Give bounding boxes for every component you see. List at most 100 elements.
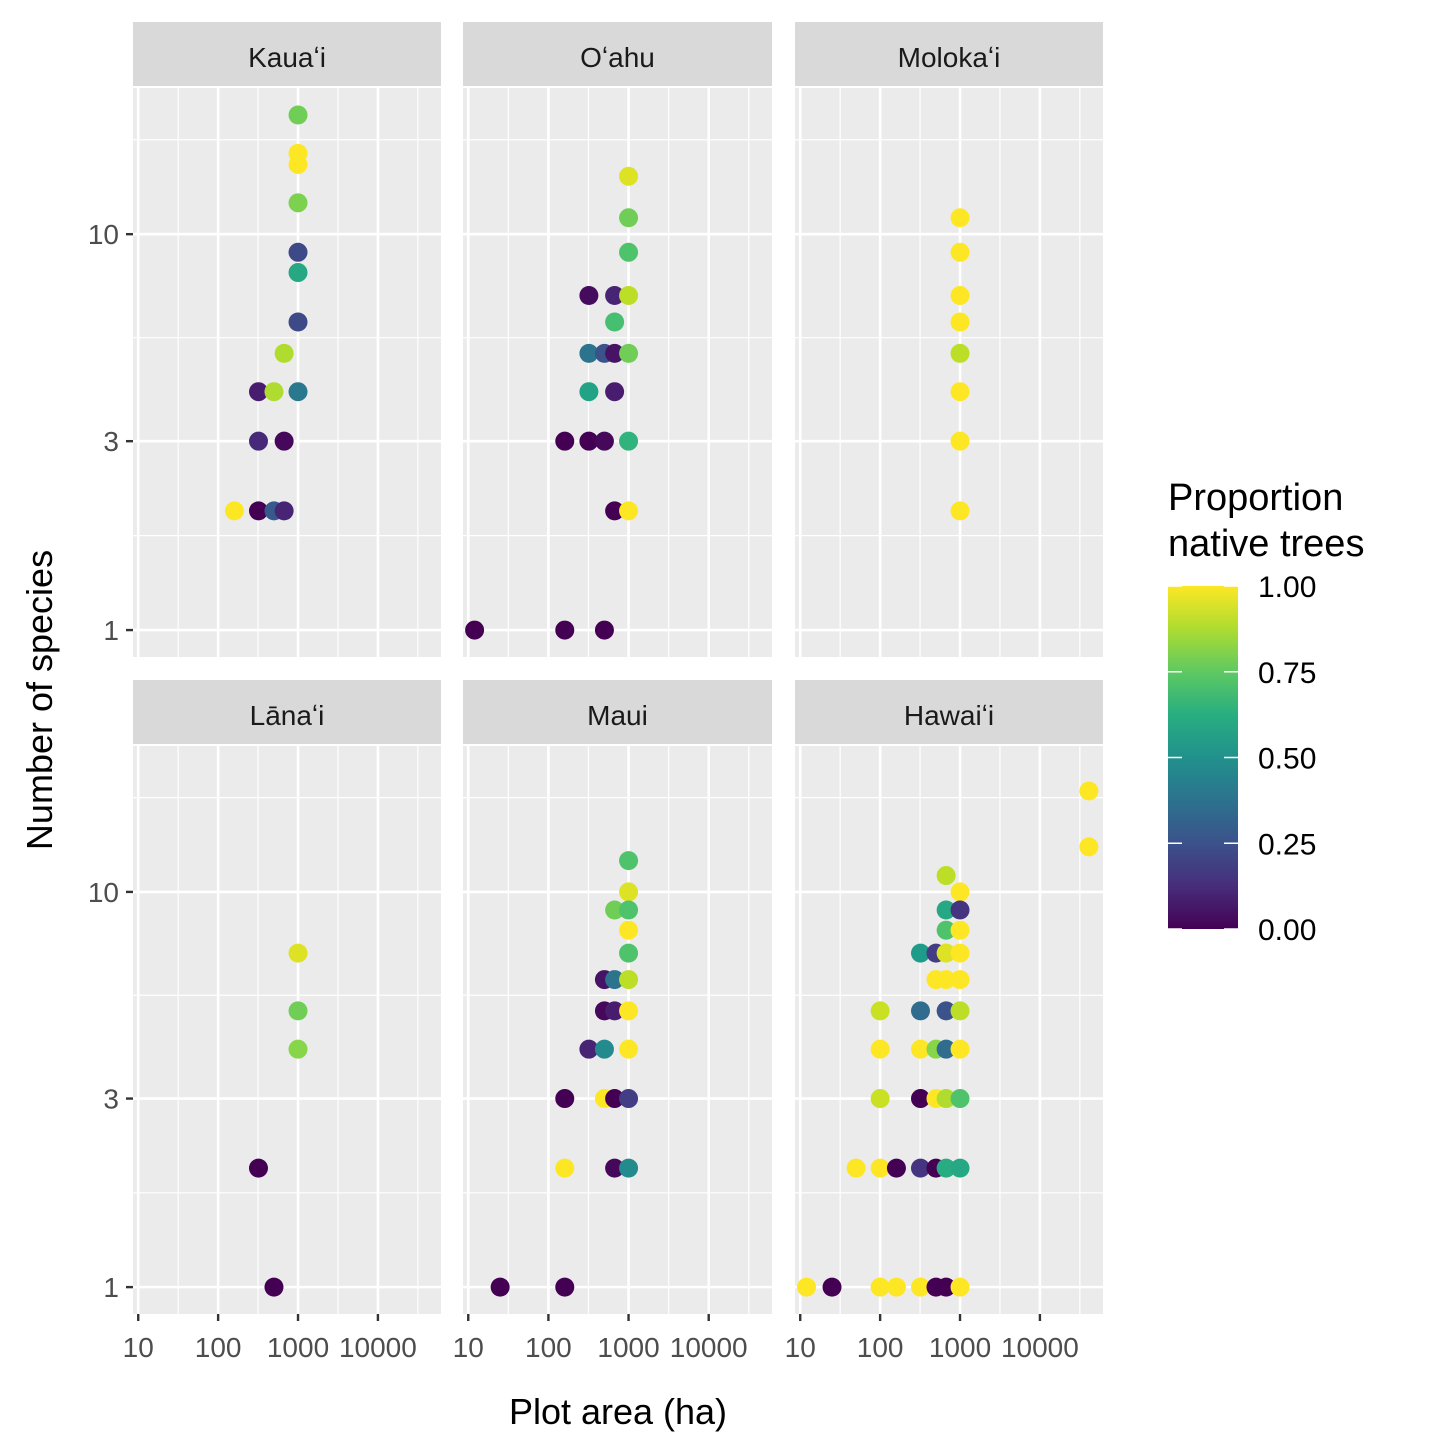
data-point <box>1079 781 1099 801</box>
data-point <box>950 1001 970 1021</box>
facet-strip-label: Molokaʻi <box>898 42 1001 73</box>
data-point <box>555 1089 575 1109</box>
data-point <box>950 920 970 940</box>
x-tick-label: 1000 <box>597 1332 659 1363</box>
panel-background <box>795 88 1103 657</box>
data-point <box>910 1001 930 1021</box>
x-tick-label: 10 <box>123 1332 154 1363</box>
data-point <box>870 1277 890 1297</box>
data-point <box>288 312 308 332</box>
data-point <box>950 312 970 332</box>
data-point <box>910 1158 930 1178</box>
facet-panel: Kauaʻi 1 3 10 <box>88 22 441 657</box>
y-tick-label: 10 <box>88 219 119 250</box>
x-axis-label: Plot area (ha) <box>509 1391 727 1432</box>
data-point <box>264 1277 284 1297</box>
y-axis-title: Number of species <box>19 550 60 850</box>
data-point <box>605 285 625 305</box>
data-point <box>579 343 599 363</box>
panel-background <box>133 88 441 657</box>
data-point <box>950 943 970 963</box>
data-point <box>605 382 625 402</box>
facet-strip <box>463 22 772 86</box>
data-point <box>950 970 970 990</box>
panel-background <box>133 746 441 1314</box>
data-point <box>619 943 639 963</box>
data-point <box>605 1089 625 1109</box>
data-point <box>288 1039 308 1059</box>
data-point <box>274 501 294 521</box>
data-point <box>605 343 625 363</box>
colorbar-tick-label: 0.25 <box>1258 828 1316 861</box>
facet-panels: Kauaʻi 1 3 10 Oʻahu Molokaʻi Lānaʻi 1 3 10 10 100 10… <box>88 22 1103 1363</box>
color-legend: Proportion native trees 0.00 0.25 0.50 0.75… <box>1168 477 1364 947</box>
data-point <box>619 882 639 902</box>
data-point <box>822 1277 842 1297</box>
data-point <box>555 1277 575 1297</box>
data-point <box>555 1158 575 1178</box>
data-point <box>797 1277 817 1297</box>
data-point <box>288 105 308 125</box>
x-tick-label: 10000 <box>670 1332 748 1363</box>
data-point <box>886 1277 906 1297</box>
data-point <box>619 900 639 920</box>
data-point <box>605 501 625 521</box>
data-point <box>605 1158 625 1178</box>
data-point <box>950 501 970 521</box>
data-point <box>288 242 308 262</box>
facet-panel: Oʻahu <box>463 22 772 657</box>
data-point <box>950 882 970 902</box>
facet-strip-label: Kauaʻi <box>248 42 326 73</box>
facet-panel: Maui 10 100 1000 10000 <box>453 680 772 1363</box>
data-point <box>594 620 614 640</box>
data-point <box>248 1158 268 1178</box>
data-point <box>288 263 308 283</box>
data-point <box>910 1039 930 1059</box>
data-point <box>936 1158 956 1178</box>
data-point <box>950 382 970 402</box>
facet-panel: Lānaʻi 1 3 10 10 100 1000 10000 <box>88 680 441 1363</box>
y-tick-label: 1 <box>103 1272 119 1303</box>
data-point <box>288 382 308 402</box>
colorbar-ticks: 0.00 0.25 0.50 0.75 1.00 <box>1168 571 1316 947</box>
data-point <box>579 431 599 451</box>
data-point <box>288 193 308 213</box>
colorbar-tick-label: 1.00 <box>1258 571 1316 604</box>
data-point <box>248 382 268 402</box>
data-point <box>248 431 268 451</box>
data-point <box>619 851 639 871</box>
data-point <box>950 343 970 363</box>
data-point <box>936 1277 956 1297</box>
data-point <box>936 900 956 920</box>
panel-background <box>463 746 772 1314</box>
data-point <box>619 501 639 521</box>
facet-strip <box>133 22 441 86</box>
data-point <box>950 431 970 451</box>
y-tick-label: 10 <box>88 877 119 908</box>
data-point <box>936 920 956 940</box>
data-point <box>490 1277 510 1297</box>
data-point <box>619 1039 639 1059</box>
y-axis-label: Number of species <box>19 550 60 850</box>
x-tick-label: 10000 <box>1001 1332 1079 1363</box>
data-point <box>936 943 956 963</box>
y-tick-label: 3 <box>103 1084 119 1115</box>
data-point <box>950 1158 970 1178</box>
x-tick-label: 1000 <box>929 1332 991 1363</box>
data-point <box>224 501 244 521</box>
data-point <box>288 154 308 174</box>
data-point <box>619 242 639 262</box>
data-point <box>870 1001 890 1021</box>
panel-background <box>795 746 1103 1314</box>
data-point <box>936 1039 956 1059</box>
x-tick-label: 100 <box>857 1332 904 1363</box>
data-point <box>579 1039 599 1059</box>
data-point <box>910 1089 930 1109</box>
colorbar-tick-label: 0.75 <box>1258 657 1316 690</box>
data-point <box>910 943 930 963</box>
facet-panel: Molokaʻi <box>795 22 1103 657</box>
data-point <box>950 1089 970 1109</box>
data-point <box>950 242 970 262</box>
data-point <box>605 312 625 332</box>
facet-strip <box>463 680 772 744</box>
